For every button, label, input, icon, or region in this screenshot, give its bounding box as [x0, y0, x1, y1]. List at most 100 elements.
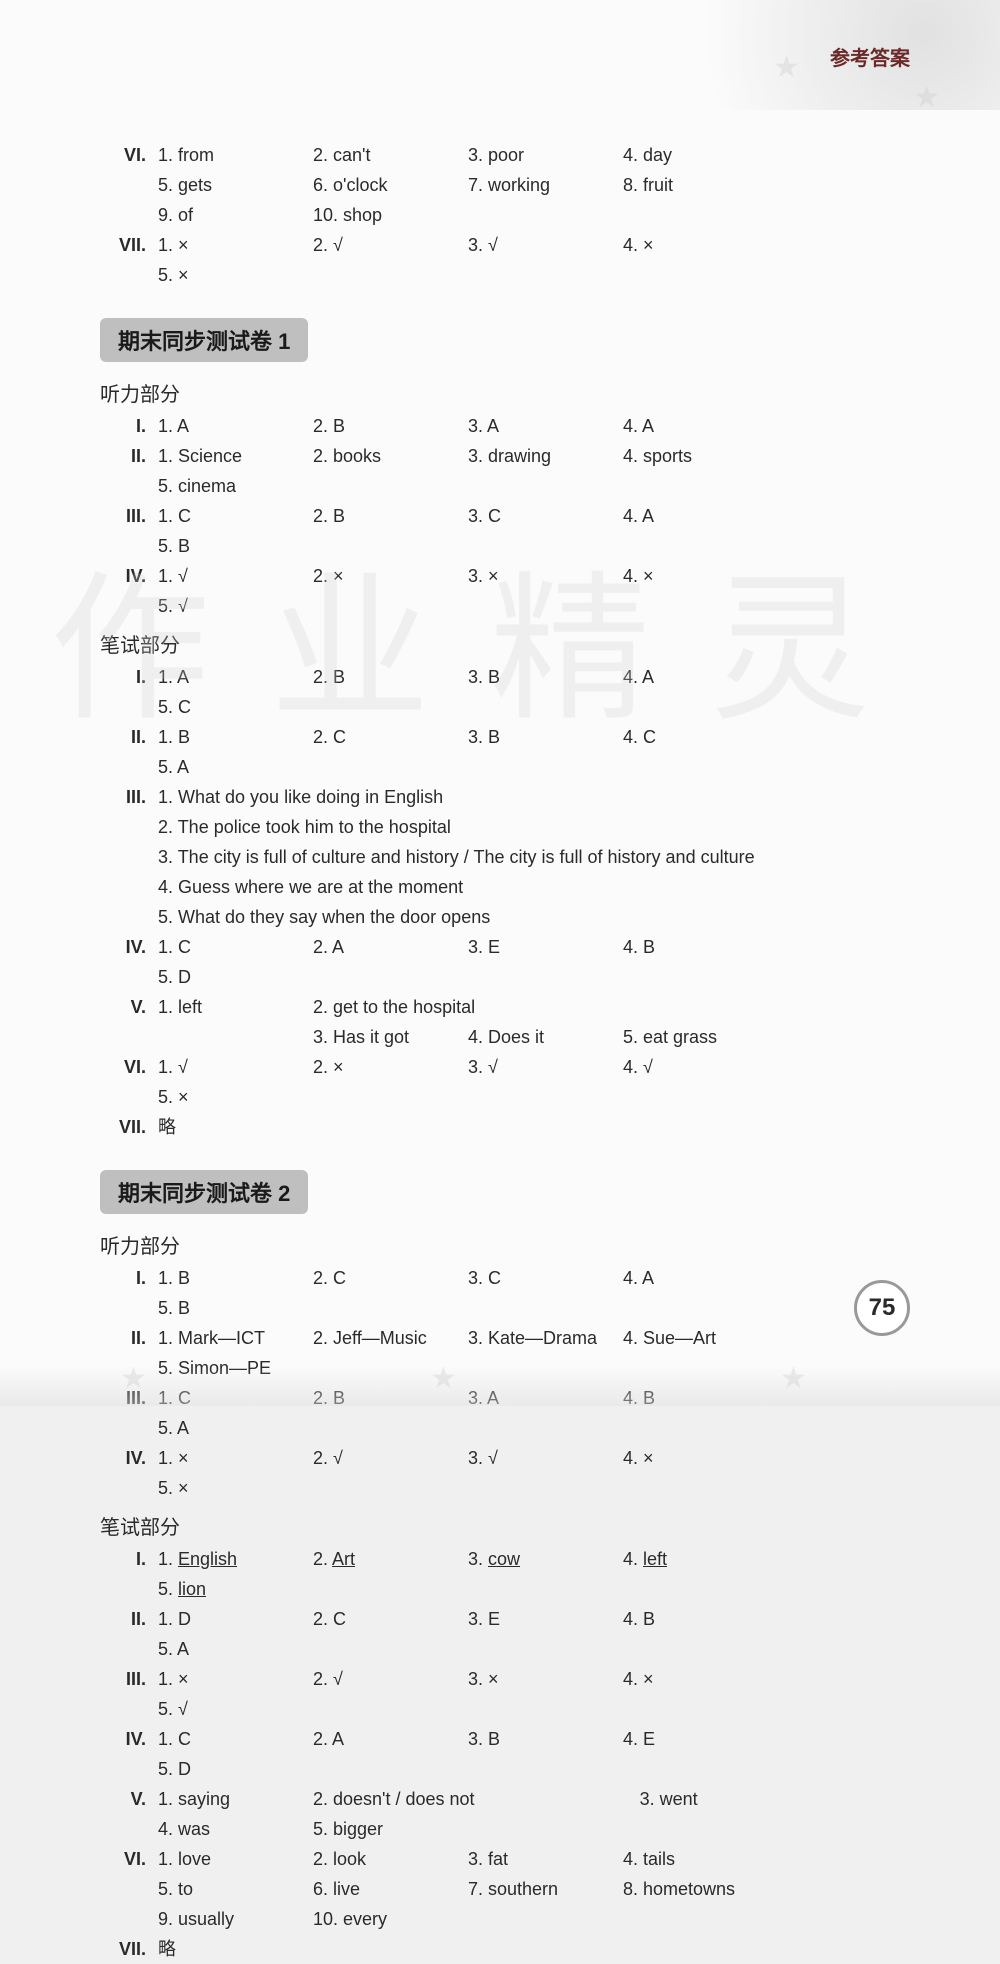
star-icon: ★ [773, 50, 800, 85]
answer-item: 2. C [313, 722, 468, 752]
answer-line: 2. The police took him to the hospital [158, 812, 930, 842]
answer-items: 1. B2. C3. B4. C5. A [158, 722, 930, 782]
answer-item: 4. E [623, 1724, 778, 1754]
answer-row: III.1. C2. B3. C4. A5. B [100, 501, 930, 561]
roman-numeral: I. [100, 662, 158, 692]
answer-item: 1. Science [158, 441, 313, 471]
answer-items: 1. Science2. books3. drawing4. sports5. … [158, 441, 930, 501]
answer-item: 2. doesn't / does not [313, 1784, 485, 1814]
answer-item: 3. C [468, 501, 623, 531]
answer-item: 3. went [640, 1784, 795, 1814]
answer-item: 3. C [468, 1263, 623, 1293]
roman-numeral: VII. [100, 1112, 158, 1142]
answer-row: VI.1. love2. look3. fat4. tails5. to6. l… [100, 1844, 930, 1934]
header-label: 参考答案 [830, 42, 910, 71]
answer-row: VII.略 [100, 1112, 930, 1142]
answer-item: 3. poor [468, 140, 623, 170]
answer-items: 1. left2. get to the hospital3. Has it g… [158, 992, 930, 1052]
content: VI.1. from2. can't3. poor4. day5. gets6.… [100, 140, 930, 1964]
answer-item: 1. C [158, 1724, 313, 1754]
answer-item: 6. live [313, 1874, 468, 1904]
answer-item: 5. B [158, 531, 313, 561]
answer-item: 1. B [158, 722, 313, 752]
answer-item: 5. A [158, 1634, 313, 1664]
answer-item: 3. cow [468, 1544, 623, 1574]
answer-item: 4. A [623, 501, 778, 531]
answer-item [485, 992, 640, 1022]
answer-item: 4. × [623, 1443, 778, 1473]
answer-row: IV.1. C2. A3. E4. B5. D [100, 932, 930, 992]
answer-items: 1. C2. A3. E4. B5. D [158, 932, 930, 992]
answer-item: 2. B [313, 662, 468, 692]
roman-numeral: II. [100, 722, 158, 752]
answer-item: 4. was [158, 1814, 313, 1844]
test1-title: 期末同步测试卷 1 [100, 318, 308, 362]
answer-item: 10. shop [313, 200, 468, 230]
roman-numeral: VII. [100, 230, 158, 260]
answer-item: 4. A [623, 1263, 778, 1293]
answer-item: 2. Art [313, 1544, 468, 1574]
star-icon: ★ [430, 1361, 457, 1396]
answer-item: 2. C [313, 1604, 468, 1634]
answer-item [158, 1022, 313, 1052]
roman-numeral: I. [100, 1544, 158, 1574]
test1-section-iii: III.1. What do you like doing in English… [100, 782, 930, 932]
answer-item: 4. C [623, 722, 778, 752]
answer-item: 3. × [468, 1664, 623, 1694]
answer-items: 1. love2. look3. fat4. tails5. to6. live… [158, 1844, 930, 1934]
answer-items: 1. B2. C3. C4. A 5. B [158, 1263, 930, 1323]
answer-item: 4. A [623, 662, 778, 692]
answer-item: 5. B [158, 1293, 313, 1323]
answer-item: 4. A [623, 411, 778, 441]
answer-items: 1. English2. Art3. cow4. left5. lion [158, 1544, 930, 1604]
answer-item: 5. A [158, 752, 313, 782]
answer-items: 略 [158, 1934, 930, 1964]
answer-item: 2. B [313, 411, 468, 441]
roman-numeral: II. [100, 1604, 158, 1634]
answer-item: 1. from [158, 140, 313, 170]
answer-items: 1. C2. B3. C4. A5. B [158, 501, 930, 561]
test1-listening-label: 听力部分 [100, 378, 930, 407]
answer-item: 4. × [623, 561, 778, 591]
answer-row: VI.1. √2. ×3. √4. √5. × [100, 1052, 930, 1112]
answer-item: 1. × [158, 230, 313, 260]
answer-row: V.1. saying2. doesn't / does not3. went4… [100, 1784, 930, 1844]
answer-item: 3. B [468, 1724, 623, 1754]
answer-item: 2. √ [313, 1664, 468, 1694]
answer-item: 2. Jeff—Music [313, 1323, 468, 1353]
answer-item: 3. √ [468, 230, 623, 260]
answer-item: 1. D [158, 1604, 313, 1634]
answer-item: 4. tails [623, 1844, 778, 1874]
answer-item: 5. A [158, 1413, 313, 1443]
answer-item: 5. × [158, 1082, 313, 1112]
roman-numeral: III. [100, 501, 158, 531]
star-icon: ★ [780, 1361, 807, 1396]
answer-item: 8. fruit [623, 170, 778, 200]
answer-item: 2. can't [313, 140, 468, 170]
answer-items: 1. A2. B3. A4. A [158, 411, 930, 441]
answer-row: VI.1. from2. can't3. poor4. day5. gets6.… [100, 140, 930, 230]
answer-item: 2. C [313, 1263, 468, 1293]
roman-numeral: I. [100, 1263, 158, 1293]
answer-item: 1. B [158, 1263, 313, 1293]
answer-item: 9. usually [158, 1904, 313, 1934]
roman-numeral: II. [100, 441, 158, 471]
answer-item: 2. look [313, 1844, 468, 1874]
answer-item: 1. A [158, 411, 313, 441]
test2-listening-label: 听力部分 [100, 1230, 930, 1259]
answer-items: 1. A2. B3. B4. A5. C [158, 662, 930, 722]
answer-row: V.1. left2. get to the hospital3. Has it… [100, 992, 930, 1052]
star-icon: ★ [120, 1361, 147, 1396]
answer-item: 5. lion [158, 1574, 313, 1604]
answer-row: III.1. ×2. √3. ×4. ×5. √ [100, 1664, 930, 1724]
roman-numeral: V. [100, 1784, 158, 1814]
answer-key-page: 参考答案 作业精灵 VI.1. from2. can't3. poor4. da… [0, 0, 1000, 1406]
answer-item: 2. get to the hospital [313, 992, 485, 1022]
roman-numeral: VI. [100, 140, 158, 170]
answer-row: IV.1. C2. A3. B4. E5. D [100, 1724, 930, 1784]
answer-line: 4. Guess where we are at the moment [158, 872, 930, 902]
answer-item: 5. gets [158, 170, 313, 200]
answer-items: 1. ×2. √3. √4. ×5. × [158, 230, 930, 290]
answer-items: 1. D2. C3. E4. B5. A [158, 1604, 930, 1664]
answer-item: 4. B [623, 932, 778, 962]
